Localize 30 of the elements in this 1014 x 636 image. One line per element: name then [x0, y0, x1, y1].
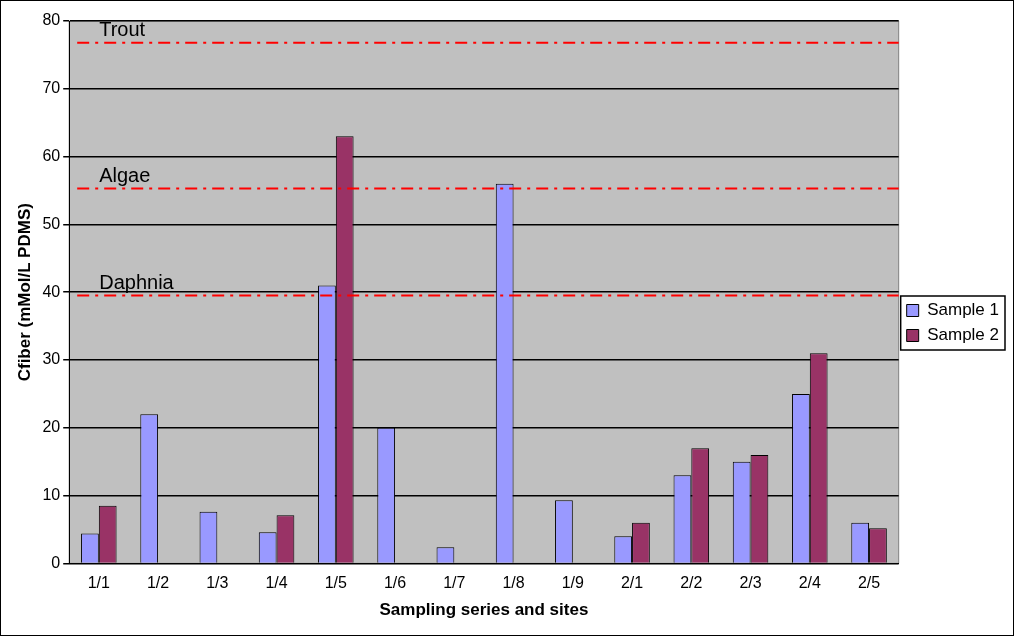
ref-line-label: Trout	[99, 18, 146, 41]
y-tick-label: 10	[42, 486, 61, 504]
legend-label: Sample 1	[927, 300, 1000, 320]
x-tick-label: 1/4	[265, 574, 288, 592]
y-tick-label: 0	[51, 553, 61, 571]
x-tick-label: 2/5	[857, 574, 881, 592]
legend-label: Sample 2	[927, 325, 1000, 345]
x-tick-label: 1/9	[561, 574, 585, 592]
ref-line-label: Algae	[99, 163, 151, 186]
x-tick-label: 2/1	[620, 574, 644, 592]
y-tick-label: 50	[42, 214, 61, 232]
x-tick-label: 2/2	[680, 574, 703, 592]
x-tick-label: 1/1	[87, 574, 111, 592]
x-tick-label: 1/5	[324, 574, 348, 592]
x-tick-label: 1/3	[206, 574, 229, 592]
x-tick-label: 2/3	[739, 574, 762, 592]
y-axis-title: Cfiber (mMol/L PDMS)	[14, 203, 34, 382]
y-tick-label: 40	[42, 282, 61, 300]
y-tick-label: 20	[42, 418, 61, 436]
x-tick-label: 1/8	[502, 574, 525, 592]
x-tick-label: 1/6	[383, 574, 407, 592]
x-tick-label: 1/2	[146, 574, 170, 592]
x-tick-label: 1/7	[443, 574, 466, 592]
y-tick-label: 60	[42, 147, 61, 165]
y-tick-label: 70	[42, 79, 61, 97]
ref-line-label: Daphnia	[99, 271, 175, 294]
x-axis-title: Sampling series and sites	[379, 600, 589, 620]
x-tick-label: 2/4	[798, 574, 822, 592]
y-tick-label: 30	[42, 350, 61, 368]
y-tick-label: 80	[42, 11, 61, 29]
